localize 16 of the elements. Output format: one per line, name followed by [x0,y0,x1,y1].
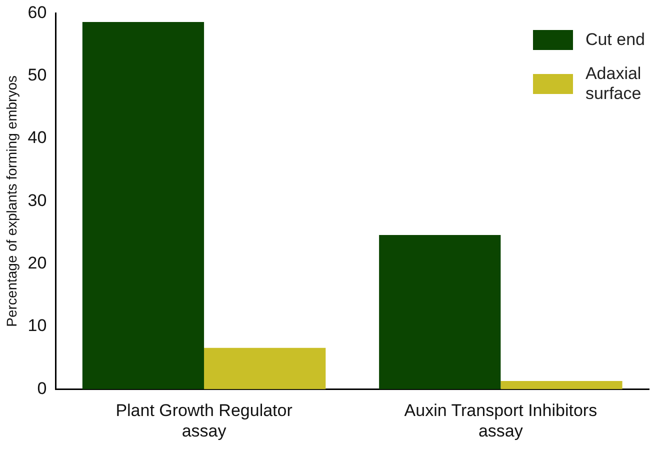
y-tick-label: 20 [28,254,47,273]
x-tick-label: Plant Growth Regulator assay [116,401,293,440]
y-tick-label: 60 [28,2,47,22]
bar [82,22,204,390]
legend-label: Adaxial surface [585,64,642,104]
y-tick-label: 50 [28,66,47,85]
x-tick-label: Auxin Transport Inhibitors assay [404,401,598,440]
y-axis-title: Percentage of explants forming embryos [3,76,20,327]
y-tick-label: 0 [37,378,47,398]
bar [500,381,622,390]
y-tick-label: 30 [28,190,47,210]
y-tick-label: 10 [28,316,47,336]
bar [204,348,326,390]
legend-label: Cut end [585,30,645,50]
y-tick-label: 40 [28,128,47,148]
bar [379,235,501,390]
